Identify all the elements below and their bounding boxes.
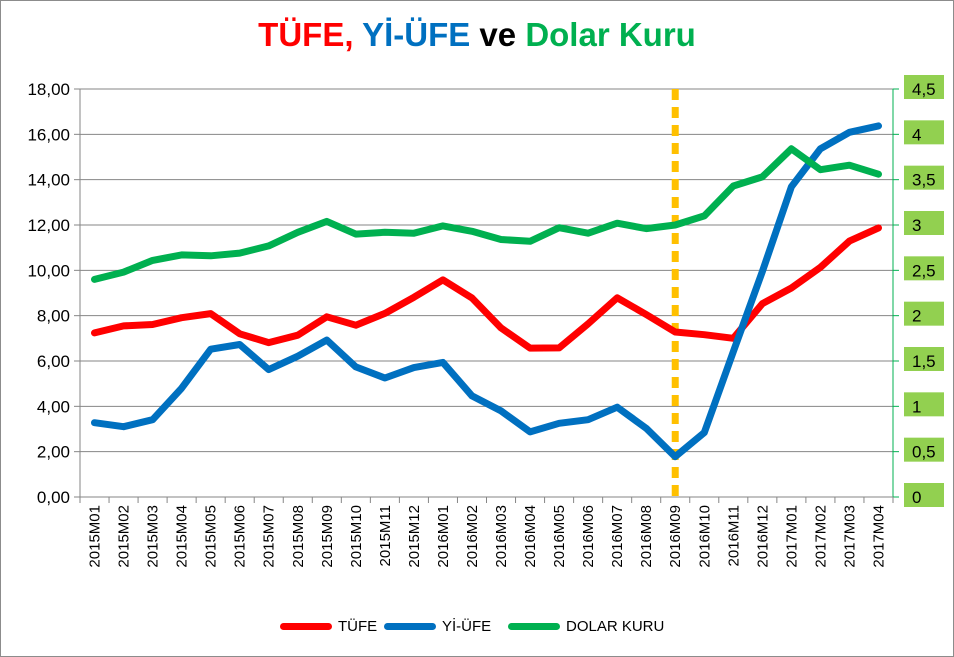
x-tick-label: 2016M03 <box>493 505 510 568</box>
right-tick-background <box>904 301 944 326</box>
right-tick-background <box>904 165 944 190</box>
left-tick-label: 2,00 <box>37 443 70 462</box>
x-tick-label: 2016M07 <box>609 505 626 568</box>
right-tick-label: 1,5 <box>912 352 936 371</box>
right-tick-label: 3 <box>912 216 921 235</box>
legend-swatch-tufe <box>280 622 332 630</box>
x-tick-label: 2016M08 <box>638 505 655 568</box>
x-tick-label: 2017M02 <box>812 505 829 568</box>
legend-item-tufe: TÜFE <box>280 614 377 638</box>
right-tick-label: 3,5 <box>912 171 936 190</box>
title-part-tufe: TÜFE, <box>258 16 354 53</box>
x-tick-label: 2015M07 <box>261 505 278 568</box>
x-tick-label: 2015M06 <box>232 505 249 568</box>
left-tick-label: 10,00 <box>27 261 70 280</box>
left-tick-label: 12,00 <box>27 216 70 235</box>
legend: TÜFE Yİ-ÜFE DOLAR KURU <box>0 614 954 638</box>
chart-title: TÜFE, Yİ-ÜFE ve Dolar Kuru <box>0 16 954 54</box>
x-tick-label: 2016M02 <box>464 505 481 568</box>
left-tick-label: 8,00 <box>37 307 70 326</box>
x-tick-label: 2016M10 <box>696 505 713 568</box>
legend-swatch-yiufe <box>384 622 436 630</box>
x-tick-label: 2017M03 <box>841 505 858 568</box>
series-line-dolar-kuru <box>91 145 882 283</box>
x-tick-label: 2015M01 <box>87 505 104 568</box>
x-tick-label: 2015M04 <box>174 505 191 568</box>
right-axis-ticks: 0 0,5 1 1,5 2 2,5 3 3,5 4 4,5 <box>893 80 936 507</box>
x-tick-label: 2016M11 <box>725 505 742 566</box>
title-part-dolar-kuru: Dolar Kuru <box>525 16 696 53</box>
legend-item-yiufe: Yİ-ÜFE <box>384 614 491 638</box>
right-tick-background <box>904 75 944 99</box>
left-tick-label: 18,00 <box>27 80 70 99</box>
x-tick-label: 2017M04 <box>870 505 887 568</box>
right-tick-background <box>904 256 944 281</box>
right-tick-label: 0,5 <box>912 443 936 462</box>
right-tick-label: 4,5 <box>912 80 936 99</box>
x-tick-label: 2015M09 <box>319 505 336 568</box>
right-tick-label: 1 <box>912 397 921 416</box>
title-part-yiufe: Yİ-ÜFE <box>362 16 471 53</box>
series-lines <box>91 122 882 461</box>
x-tick-label: 2016M12 <box>754 505 771 568</box>
left-tick-label: 14,00 <box>27 171 70 190</box>
right-tick-background <box>904 347 944 371</box>
right-tick-label: 0 <box>912 488 921 507</box>
x-tick-label: 2015M11 <box>377 505 394 566</box>
x-tick-label: 2016M01 <box>435 505 452 568</box>
right-tick-background <box>904 120 944 145</box>
x-tick-label: 2016M05 <box>551 505 568 568</box>
legend-swatch-dolar-kuru <box>508 622 560 630</box>
legend-item-dolar-kuru: DOLAR KURU <box>508 614 664 638</box>
right-tick-label: 2 <box>912 307 921 326</box>
x-tick-label: 2016M06 <box>580 505 597 568</box>
right-tick-background <box>904 392 944 417</box>
right-tick-background <box>904 483 944 507</box>
x-tick-label: 2016M04 <box>522 505 539 568</box>
right-tick-label: 4 <box>912 125 921 144</box>
left-tick-label: 0,00 <box>37 488 70 507</box>
left-tick-label: 4,00 <box>37 397 70 416</box>
legend-label-tufe: TÜFE <box>338 617 378 635</box>
x-tick-label: 2015M03 <box>145 505 162 568</box>
x-tick-label: 2015M05 <box>203 505 220 568</box>
right-axis-tick-backgrounds <box>904 75 944 507</box>
x-tick-label: 2015M02 <box>116 505 133 568</box>
left-tick-label: 6,00 <box>37 352 70 371</box>
x-tick-label: 2015M10 <box>348 505 365 568</box>
x-tick-label: 2016M09 <box>667 505 684 568</box>
right-tick-background <box>904 211 944 235</box>
right-tick-label: 2,5 <box>912 261 936 280</box>
series-line-yi-fe <box>91 122 882 461</box>
x-tick-label: 2015M12 <box>406 505 423 568</box>
x-axis-ticks: 2015M01 2015M02 2015M03 2015M04 2015M05 2015M… <box>79 497 894 568</box>
axes <box>79 89 894 498</box>
series-line-t-fe <box>91 224 882 352</box>
title-part-ve: ve <box>479 16 517 53</box>
right-tick-background <box>904 437 944 462</box>
legend-label-yiufe: Yİ-ÜFE <box>442 617 492 635</box>
gridlines <box>80 88 893 453</box>
legend-label-dolar-kuru: DOLAR KURU <box>566 617 665 635</box>
left-axis-ticks: 0,00 2,00 4,00 6,00 8,00 10,00 12,00 14,00 16,00… <box>27 80 80 507</box>
x-tick-label: 2017M01 <box>783 505 800 568</box>
left-tick-label: 16,00 <box>27 125 70 144</box>
x-tick-label: 2015M08 <box>290 505 307 568</box>
